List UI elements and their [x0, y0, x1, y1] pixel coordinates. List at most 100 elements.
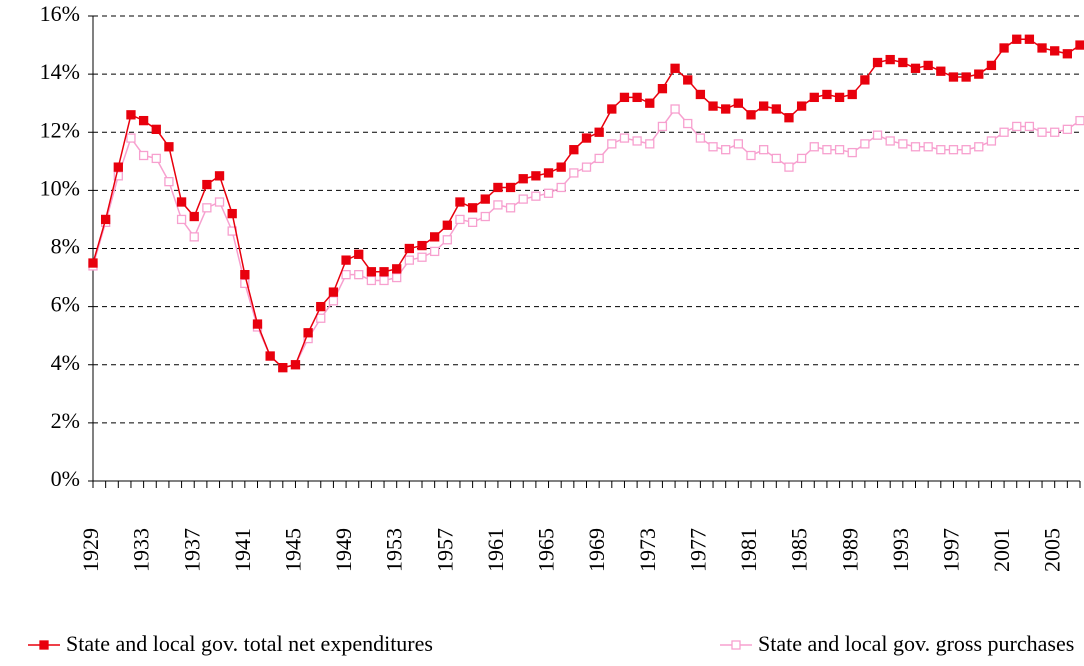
y-tick-label: 16%	[40, 1, 80, 26]
point	[632, 136, 642, 146]
point	[176, 214, 187, 225]
point	[252, 319, 263, 329]
point	[1075, 115, 1084, 126]
point	[240, 278, 250, 289]
point	[974, 69, 984, 79]
point	[341, 270, 351, 280]
point	[493, 200, 503, 210]
point	[695, 133, 706, 143]
point	[721, 104, 731, 114]
point	[518, 194, 528, 204]
x-tick-label: 1977	[685, 528, 710, 572]
point	[354, 270, 364, 280]
point	[379, 267, 389, 277]
point	[531, 171, 541, 181]
point	[948, 145, 959, 155]
point	[328, 296, 339, 306]
x-tick-label: 1981	[736, 528, 761, 572]
y-tick-label: 8%	[51, 234, 80, 259]
point	[455, 197, 465, 207]
point	[467, 203, 478, 213]
point	[746, 110, 756, 120]
point	[430, 246, 440, 257]
point	[759, 145, 769, 155]
point	[480, 194, 490, 204]
point	[910, 142, 921, 152]
point	[581, 133, 592, 143]
point	[430, 232, 440, 242]
point	[974, 142, 984, 152]
point	[961, 145, 971, 155]
point	[138, 115, 149, 126]
point	[404, 243, 414, 254]
point	[202, 203, 212, 213]
point	[404, 255, 414, 265]
point	[214, 197, 225, 207]
point	[379, 275, 389, 286]
point	[619, 92, 630, 103]
point	[695, 89, 706, 100]
legend-item: State and local gov. gross purchases	[720, 631, 1074, 656]
x-tick-label: 1937	[179, 528, 204, 572]
point	[442, 220, 452, 230]
point	[1024, 121, 1035, 132]
x-tick-label: 1993	[888, 528, 913, 572]
point	[809, 92, 819, 103]
point	[822, 145, 832, 155]
point	[278, 363, 288, 373]
point	[113, 171, 123, 181]
point	[366, 267, 377, 277]
y-tick-label: 10%	[40, 175, 80, 200]
point	[645, 139, 655, 149]
point	[303, 328, 313, 338]
point	[594, 127, 604, 137]
x-tick-label: 1985	[787, 528, 812, 572]
y-tick-label: 12%	[40, 117, 80, 142]
point	[721, 145, 731, 155]
point	[392, 264, 402, 274]
point	[290, 360, 301, 370]
point	[1037, 43, 1047, 53]
point	[1037, 127, 1047, 137]
point	[113, 162, 123, 172]
series-line	[92, 38, 1081, 369]
point	[796, 153, 807, 164]
x-tick-label: 1957	[432, 528, 457, 572]
point	[645, 98, 655, 108]
point	[796, 101, 807, 111]
x-tick-label: 1965	[534, 528, 559, 572]
point	[872, 130, 883, 140]
point	[936, 66, 946, 76]
legend-label: State and local gov. gross purchases	[758, 631, 1074, 656]
point	[619, 133, 630, 143]
legend-marker	[39, 640, 49, 650]
point	[1024, 34, 1035, 44]
point	[784, 162, 794, 172]
x-tick-label: 1945	[281, 528, 306, 572]
point	[923, 60, 933, 71]
point	[505, 182, 516, 193]
legend-item: State and local gov. total net expenditu…	[28, 631, 433, 656]
point	[556, 182, 566, 193]
point	[88, 258, 98, 268]
point	[531, 191, 541, 201]
x-tick-label: 1969	[584, 528, 609, 572]
point	[1062, 124, 1072, 134]
point	[392, 272, 402, 283]
point	[809, 142, 819, 152]
point	[986, 136, 997, 146]
point	[860, 75, 870, 85]
point	[569, 168, 579, 178]
x-tick-label: 1929	[78, 528, 103, 572]
point	[265, 351, 275, 361]
point	[594, 153, 604, 164]
point	[834, 145, 845, 155]
point	[556, 162, 566, 172]
point	[784, 113, 794, 123]
point	[138, 150, 149, 161]
point	[1012, 121, 1022, 132]
point	[708, 101, 718, 111]
point	[936, 145, 946, 155]
x-tick-label: 1997	[939, 528, 964, 572]
point	[1062, 49, 1072, 59]
